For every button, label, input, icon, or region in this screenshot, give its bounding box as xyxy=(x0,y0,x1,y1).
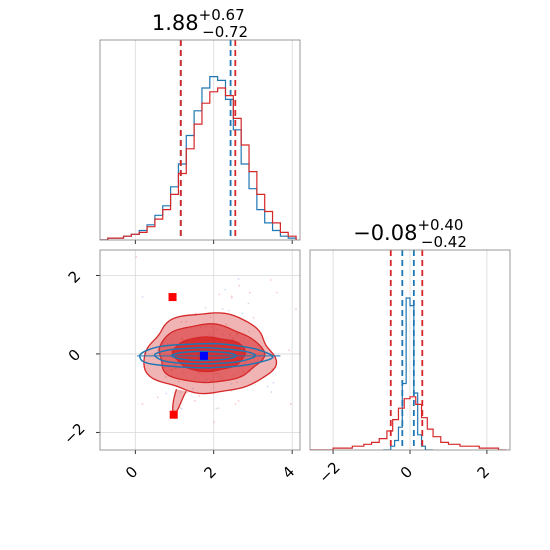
mx-title-upper: +0.67 xyxy=(199,6,245,24)
jn-scatter-point xyxy=(209,316,212,319)
jn-scatter-point xyxy=(190,243,192,245)
jn-scatter-point xyxy=(230,296,233,299)
jn-scatter-point xyxy=(266,385,269,388)
jn-scatter-point xyxy=(272,381,275,384)
jn-scatter-point xyxy=(252,316,255,319)
my-hist xyxy=(310,396,507,450)
jn-scatter-point xyxy=(194,312,197,315)
jn-scatter-point xyxy=(156,396,159,399)
jn-scatter-point xyxy=(218,293,221,296)
jn-marker xyxy=(169,410,178,419)
jn-scatter-point xyxy=(269,279,272,281)
jn-marker xyxy=(168,293,177,302)
jn-scatter-point xyxy=(213,421,215,423)
mx-title-value: 1.88 xyxy=(152,11,199,35)
jn-scatter-point xyxy=(237,400,240,402)
jn-scatter-point xyxy=(234,403,237,405)
jn-scatter-point xyxy=(248,330,250,333)
jn-xtick-label: 4 xyxy=(279,463,298,482)
jn-scatter-point xyxy=(186,391,189,394)
mx-title: 1.88+0.67 −0.72 xyxy=(152,6,248,41)
jn-xtick-label: 2 xyxy=(200,463,219,482)
jn-scatter-point xyxy=(225,323,228,326)
jn-scatter-point xyxy=(276,291,279,294)
mx-hist xyxy=(100,76,297,240)
jn-scatter-point xyxy=(295,308,297,310)
jn-ytick-label: 2 xyxy=(65,267,84,286)
jn-scatter-point xyxy=(217,407,220,410)
jn-marker xyxy=(199,351,208,360)
jn-scatter-point xyxy=(224,288,227,291)
jn-scatter-point xyxy=(180,408,183,410)
jn-scatter-point xyxy=(289,402,292,405)
jn-scatter-point xyxy=(141,403,144,406)
jn-scatter-point xyxy=(198,395,200,397)
mx-frame xyxy=(99,39,301,241)
mx-hist xyxy=(100,87,297,240)
jn-scatter-point xyxy=(237,278,240,280)
jn-scatter-point xyxy=(238,284,241,287)
jn-scatter-point xyxy=(230,382,233,385)
jn-scatter-point xyxy=(288,349,291,351)
jn-scatter-point xyxy=(236,381,239,384)
jn-scatter-point xyxy=(141,296,144,298)
jn-scatter-point xyxy=(247,302,250,305)
jn-contours xyxy=(135,243,347,423)
jn-xtick-label: 0 xyxy=(122,463,141,482)
my-title-lower: −0.42 xyxy=(421,233,467,251)
jn-ytick-label: 0 xyxy=(65,346,84,365)
my-title-value: −0.08 xyxy=(353,221,417,245)
jn-scatter-point xyxy=(248,291,251,294)
jn-scatter-point xyxy=(270,391,273,393)
jn-scatter-point xyxy=(345,340,347,342)
jn-ytick-label: −2 xyxy=(60,420,88,448)
jn-scatter-point xyxy=(185,320,188,323)
jn-scatter-point xyxy=(227,309,230,312)
jn-scatter-point xyxy=(165,392,168,395)
jn-scatter-point xyxy=(164,376,167,378)
mx-title-lower: −0.72 xyxy=(202,23,248,41)
my-tick-label: −2 xyxy=(315,458,343,486)
jn-scatter-point xyxy=(215,407,218,410)
my-title: −0.08+0.40 −0.42 xyxy=(353,216,467,251)
jn-scatter-point xyxy=(193,399,196,402)
jn-scatter-point xyxy=(191,387,194,390)
jn-scatter-point xyxy=(179,406,182,409)
jn-scatter-point xyxy=(135,255,138,258)
jn-scatter-point xyxy=(178,380,181,383)
jn-scatter-point xyxy=(179,391,182,393)
my-tick-label: 0 xyxy=(397,463,416,482)
jn-frame xyxy=(99,249,301,451)
jn-scatter-point xyxy=(180,321,183,323)
my-tick-label: 2 xyxy=(474,463,493,482)
jn-scatter-point xyxy=(230,295,233,298)
jn-scatter-point xyxy=(241,312,244,315)
jn-scatter-point xyxy=(221,308,224,310)
my-frame xyxy=(309,249,511,451)
my-title-upper: +0.40 xyxy=(417,216,463,234)
jn-scatter-point xyxy=(156,349,159,352)
jn-scatter-point xyxy=(204,306,207,309)
